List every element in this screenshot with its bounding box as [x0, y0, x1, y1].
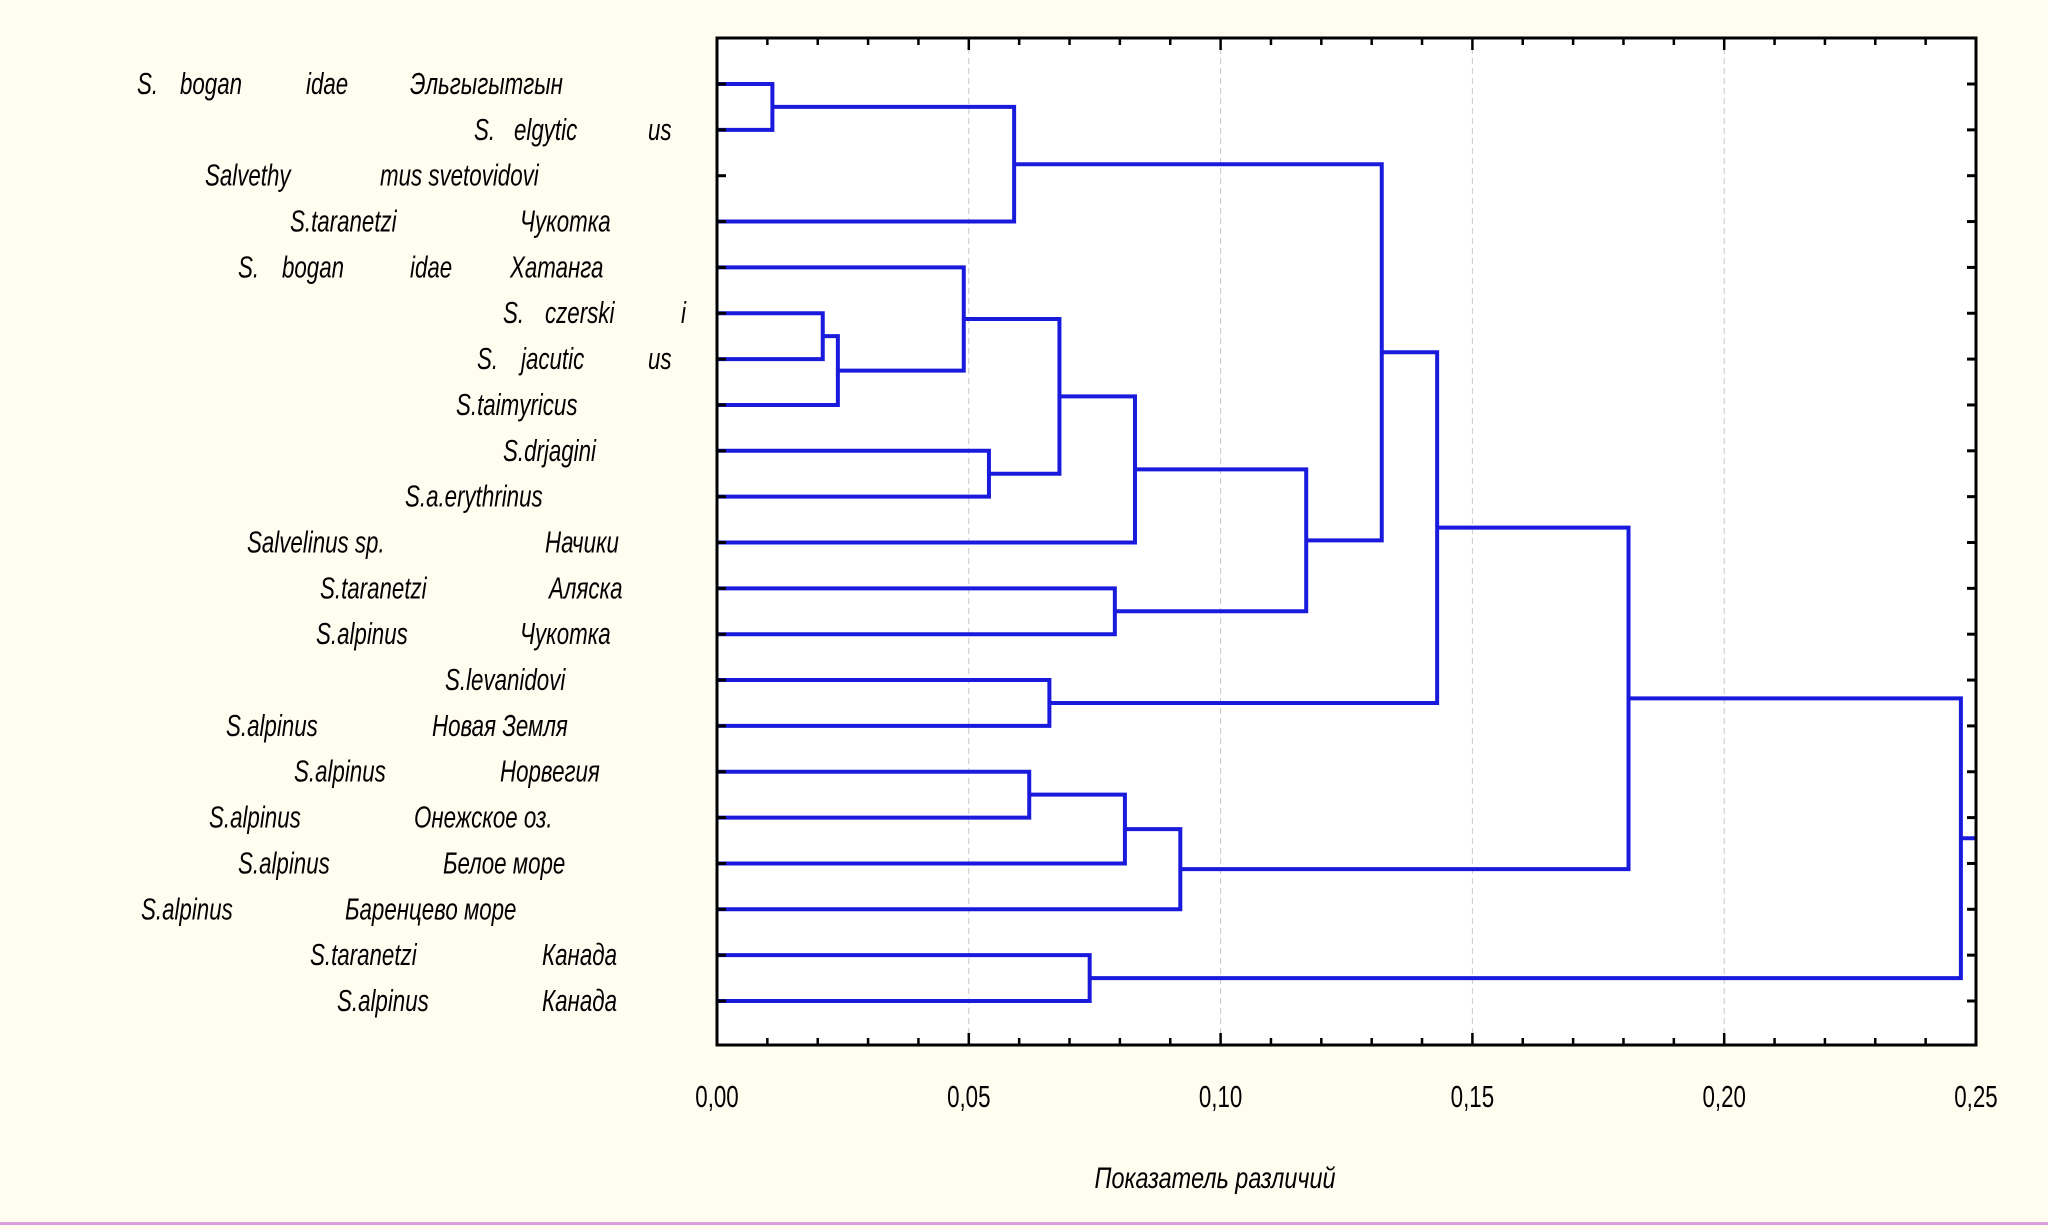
leaf-label: S.alpinus Онежское оз.	[209, 800, 553, 834]
leaf-label-part: Белое море	[443, 846, 565, 880]
leaf-label-part: Аляска	[547, 571, 622, 605]
leaf-label-part: S.	[477, 342, 498, 376]
leaf-label-part: S.alpinus	[238, 846, 330, 880]
x-tick-label: 0,25	[1954, 1079, 1997, 1113]
leaf-label-part: mus svetovidovi	[380, 158, 540, 192]
x-tick-label: 0,10	[1199, 1079, 1242, 1113]
leaf-label-part: Норвегия	[500, 754, 600, 788]
leaf-label-part: Новая Земля	[432, 708, 568, 742]
leaf-label: S. czerski i	[503, 296, 687, 330]
x-tick-label: 0,05	[947, 1079, 990, 1113]
leaf-label: S. jacutic us	[477, 342, 672, 376]
leaf-label-part: S.levanidovi	[445, 663, 566, 697]
leaf-label: Salvelinus sp. Начики	[247, 525, 619, 559]
leaf-label-part: S.alpinus	[294, 754, 386, 788]
leaf-label-part: S.	[503, 296, 524, 330]
leaf-label-part: S.alpinus	[141, 892, 233, 926]
leaf-labels: S. bogan idae Эльгыгытгын S. elgytic us Salveth…	[137, 66, 687, 1017]
leaf-label-part: S.	[238, 250, 259, 284]
leaf-label-part: Баренцево море	[345, 892, 516, 926]
leaf-label: S.taranetzi Аляска	[320, 571, 622, 605]
leaf-label: S.alpinus Чукотка	[316, 617, 611, 651]
leaf-label-part: S.drjagini	[503, 433, 597, 467]
leaf-label-part: S.alpinus	[226, 708, 318, 742]
leaf-label-part: bogan	[282, 250, 344, 284]
leaf-label-part: S.taranetzi	[290, 204, 397, 238]
leaf-label-part: S.taranetzi	[310, 938, 417, 972]
leaf-label: S.alpinus Норвегия	[294, 754, 600, 788]
leaf-label-part: us	[648, 112, 672, 146]
leaf-label-part: us	[648, 342, 672, 376]
leaf-label-part: S.a.erythrinus	[405, 479, 543, 513]
leaf-label-part: idae	[410, 250, 452, 284]
leaf-label-part: Канада	[542, 983, 617, 1017]
x-tick-labels: 0,00 0,05 0,10 0,15 0,20 0,25	[695, 1079, 1997, 1113]
leaf-label-part: Чукотка	[520, 204, 611, 238]
leaf-label: S.taranetzi Чукотка	[290, 204, 611, 238]
leaf-label: S. bogan idae Хатанга	[238, 250, 603, 284]
leaf-label: S.taimyricus	[456, 387, 577, 421]
leaf-label-part: Онежское оз.	[414, 800, 553, 834]
leaf-label: S.alpinus Белое море	[238, 846, 565, 880]
x-axis-label: Показатель различий	[1095, 1161, 1336, 1194]
leaf-label-part: S.taranetzi	[320, 571, 427, 605]
leaf-label-part: Salvethy	[205, 158, 292, 192]
leaf-label: S.levanidovi	[445, 663, 566, 697]
leaf-label-part: Начики	[545, 525, 619, 559]
leaf-label: S.a.erythrinus	[405, 479, 543, 513]
leaf-label-part: S.alpinus	[209, 800, 301, 834]
leaf-label-part: Канада	[542, 938, 617, 972]
leaf-label-part: Salvelinus sp.	[247, 525, 385, 559]
leaf-label-part: Чукотка	[520, 617, 611, 651]
leaf-label-part: S.taimyricus	[456, 387, 577, 421]
leaf-label: Salvethy mus svetovidovi	[205, 158, 540, 192]
leaf-label: S. elgytic us	[474, 112, 672, 146]
leaf-label-part: czerski	[545, 296, 615, 330]
leaf-label-part: S.alpinus	[337, 983, 429, 1017]
leaf-label: S.alpinus Новая Земля	[226, 708, 568, 742]
leaf-label: S.alpinus Баренцево море	[141, 892, 516, 926]
leaf-label: S.taranetzi Канада	[310, 938, 617, 972]
x-tick-label: 0,20	[1702, 1079, 1745, 1113]
leaf-label-part: Хатанга	[509, 250, 603, 284]
leaf-label: S.drjagini	[503, 433, 597, 467]
leaf-label-part: S.	[137, 66, 158, 100]
x-tick-label: 0,15	[1451, 1079, 1494, 1113]
leaf-label-part: S.alpinus	[316, 617, 408, 651]
leaf-label-part: bogan	[180, 66, 242, 100]
leaf-label-part: jacutic	[518, 342, 585, 376]
leaf-label: S. bogan idae Эльгыгытгын	[137, 66, 563, 100]
leaf-label-part: Эльгыгытгын	[410, 66, 563, 100]
leaf-label-part: idae	[306, 66, 348, 100]
x-tick-label: 0,00	[695, 1079, 738, 1113]
leaf-label: S.alpinus Канада	[337, 983, 617, 1017]
leaf-label-part: i	[681, 296, 687, 330]
leaf-label-part: S.	[474, 112, 495, 146]
leaf-label-part: elgytic	[514, 112, 578, 146]
